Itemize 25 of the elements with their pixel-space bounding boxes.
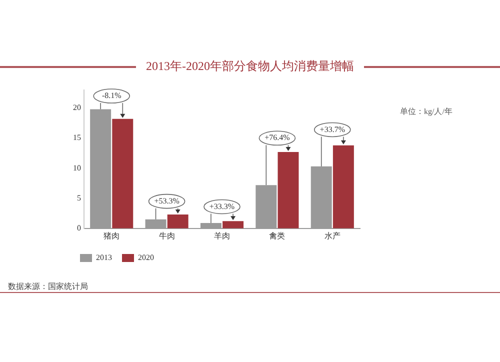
x-tick-label: 水产 bbox=[324, 231, 340, 240]
annotation: +53.3% bbox=[154, 196, 180, 206]
y-tick-label: 5 bbox=[77, 193, 81, 202]
x-tick-label: 羊肉 bbox=[214, 231, 230, 240]
y-tick-label: 0 bbox=[77, 223, 81, 232]
annotation: -8.1% bbox=[102, 91, 122, 100]
bar bbox=[222, 221, 244, 228]
legend-label: 2013 bbox=[96, 253, 112, 262]
text: 单位：kg/人/年 bbox=[400, 106, 452, 117]
annotation: +76.4% bbox=[264, 133, 290, 142]
source-note: 数据来源：国家统计局 bbox=[8, 281, 88, 292]
annotation: +33.7% bbox=[320, 124, 346, 134]
bar bbox=[167, 214, 188, 228]
annotation: +33.3% bbox=[209, 202, 235, 211]
x-tick-label: 禽类 bbox=[269, 231, 286, 240]
chart-title: 2013年-2020年部分食物人均消费量增幅 bbox=[145, 58, 355, 75]
x-tick-label: 牛肉 bbox=[158, 231, 175, 240]
y-tick-label: 10 bbox=[73, 163, 81, 172]
y-tick-label: 20 bbox=[73, 103, 81, 112]
bar bbox=[112, 118, 134, 228]
y-tick-label: 15 bbox=[73, 133, 81, 142]
bar bbox=[332, 145, 354, 228]
x-tick-label: 猪肉 bbox=[104, 231, 120, 240]
legend-label: 2020 bbox=[138, 253, 154, 262]
bar bbox=[278, 152, 299, 228]
